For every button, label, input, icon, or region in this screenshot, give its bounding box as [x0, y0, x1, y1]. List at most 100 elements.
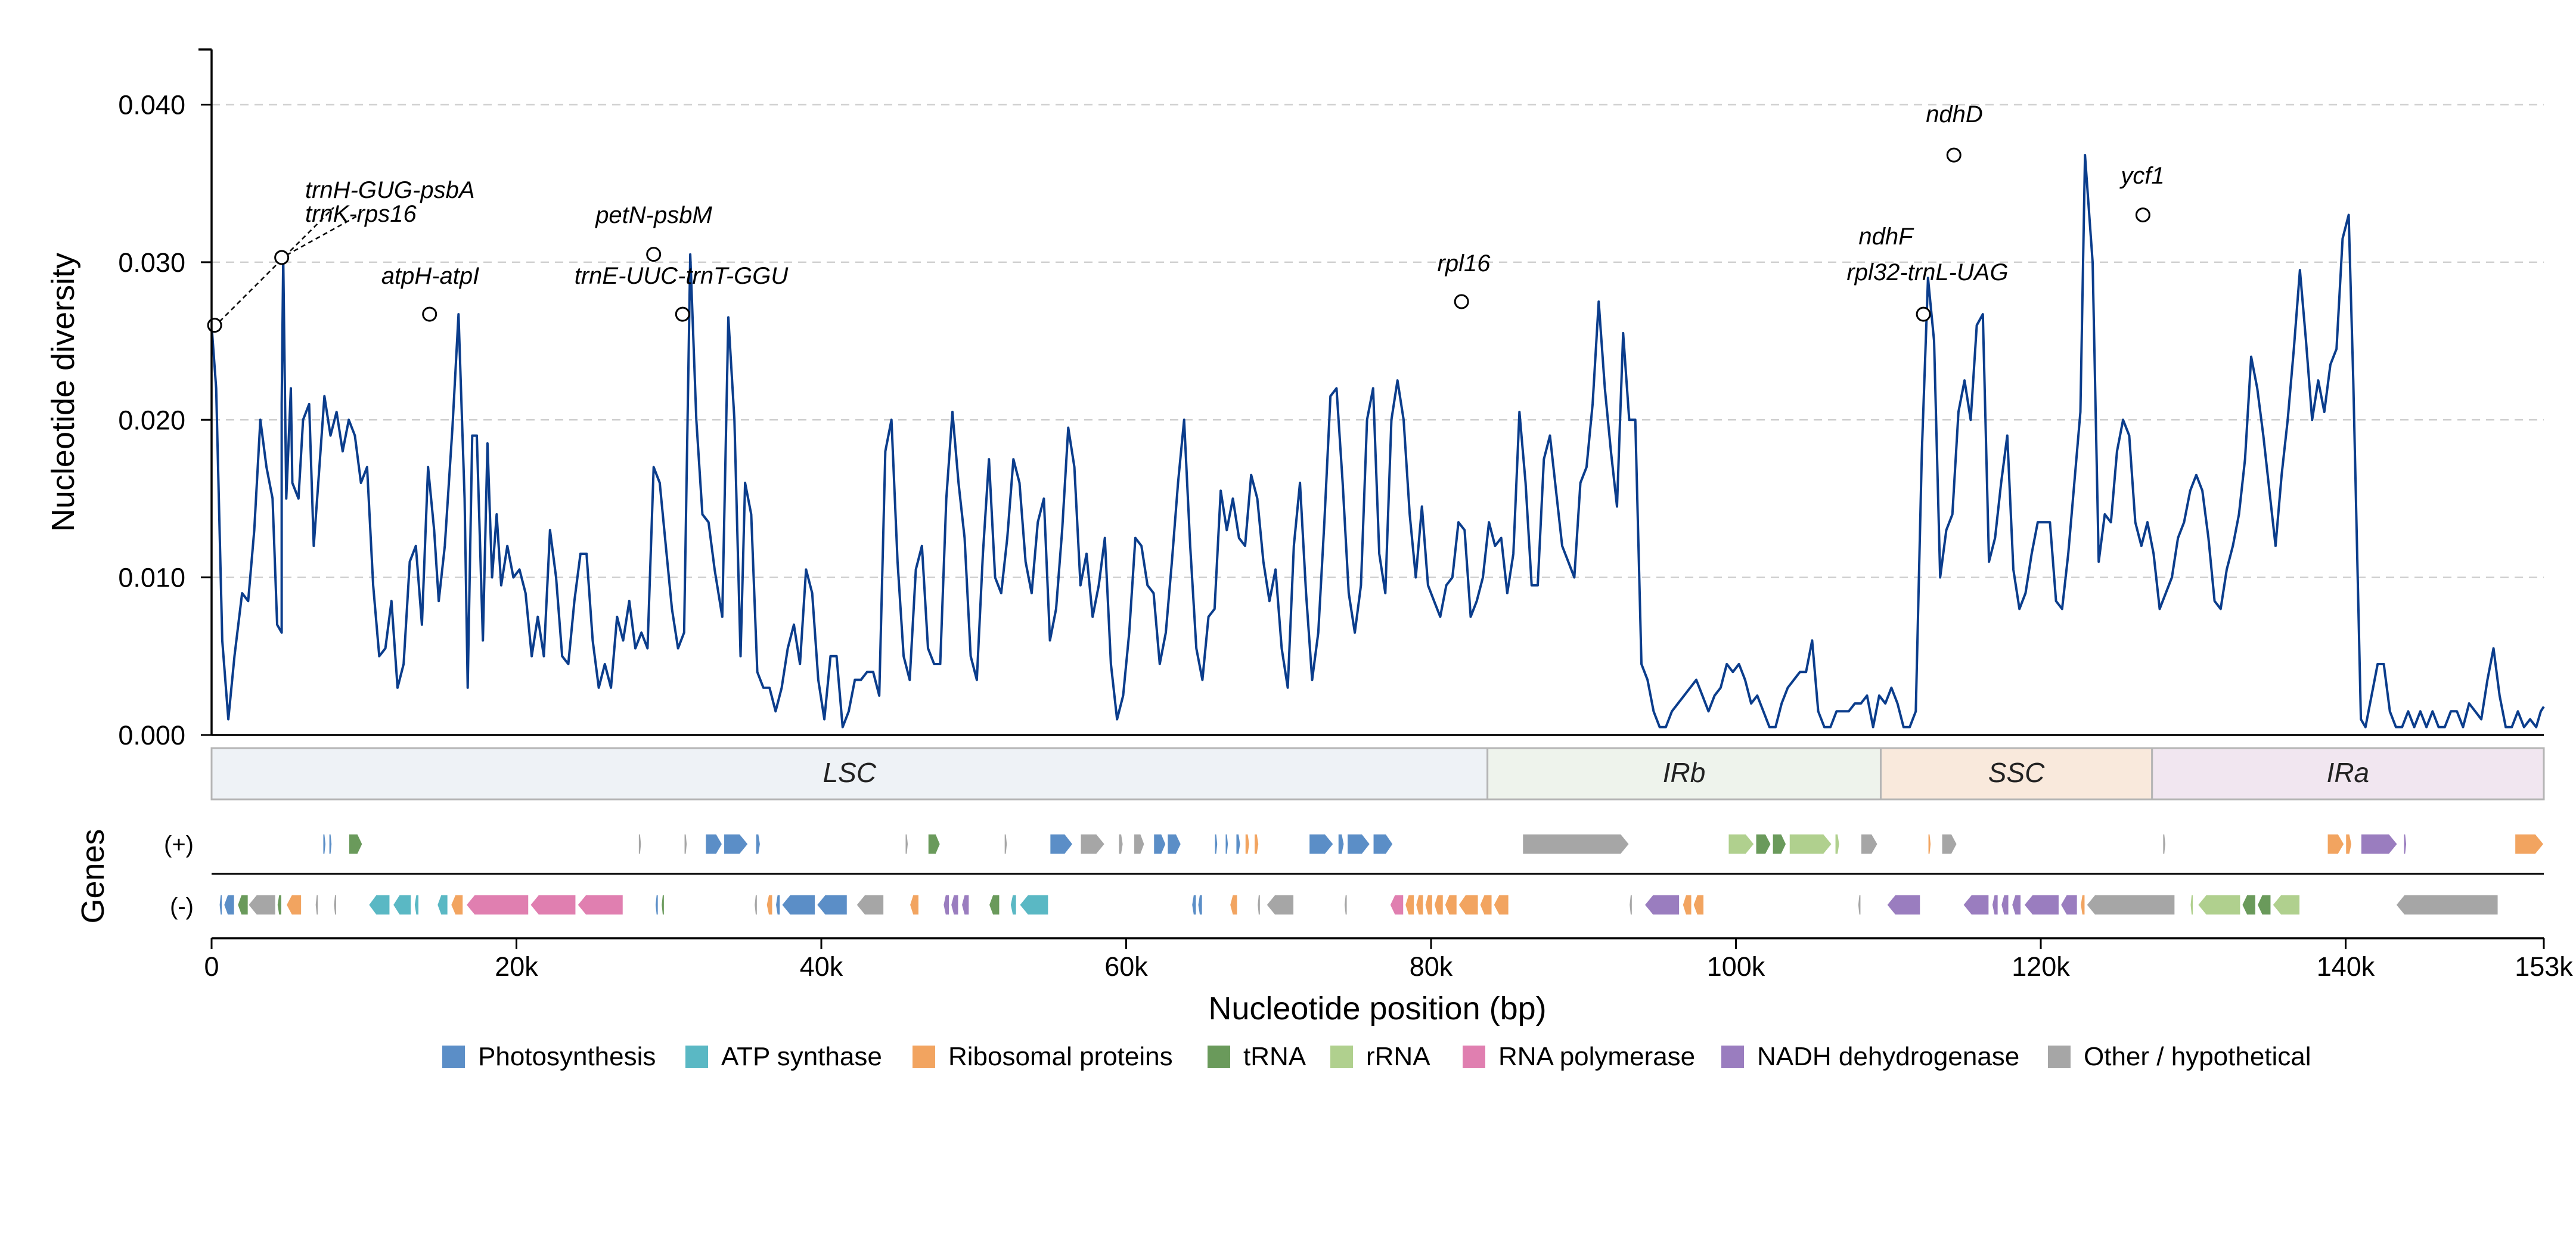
minus-gene-41: [1433, 894, 1444, 916]
leader-line-2: [286, 215, 358, 256]
legend-label-7: Other / hypothetical: [2084, 1042, 2311, 1071]
peak-marker-8: [2135, 207, 2150, 223]
minus-gene-16: [654, 894, 659, 916]
minus-gene-8: [368, 894, 390, 916]
minus-gene-13: [465, 894, 529, 916]
y-tick-label-4: 0.040: [118, 90, 185, 120]
x-tick-label-0: 0: [204, 951, 219, 982]
x-axis-title: Nucleotide position (bp): [1208, 991, 1546, 1026]
plus-gene-28: [1755, 833, 1772, 855]
minus-gene-62: [2241, 894, 2257, 916]
region-lsc: [210, 747, 1489, 801]
minus-gene-43: [1458, 894, 1479, 916]
peak-label-3-0: petN-psbM: [595, 202, 712, 228]
plus-gene-0: [322, 833, 327, 855]
gene-tracks: [212, 833, 2544, 916]
minus-gene-27: [961, 894, 970, 916]
grid-lines: [212, 104, 2544, 578]
y-axis-title: Nucleotide diversity: [45, 253, 81, 532]
minus-gene-1: [223, 894, 235, 916]
minus-gene-40: [1424, 894, 1433, 916]
minus-gene-24: [909, 894, 920, 916]
minus-gene-15: [576, 894, 624, 916]
minus-gene-48: [1682, 894, 1693, 916]
minus-gene-25: [942, 894, 950, 916]
legend-label-0: Photosynthesis: [478, 1042, 656, 1071]
minus-gene-35: [1265, 894, 1295, 916]
minus-gene-31: [1191, 894, 1197, 916]
minus-gene-17: [660, 894, 665, 916]
peak-marker-1: [274, 250, 290, 265]
x-tick-label-5: 100k: [1707, 951, 1765, 982]
genes-axis-title: Genes: [75, 829, 111, 923]
region-ira: [2151, 747, 2545, 801]
peak-label-5-0: rpl16: [1438, 250, 1491, 277]
diversity-line: [210, 154, 2545, 728]
minus-gene-10: [414, 894, 420, 916]
minus-gene-12: [450, 894, 464, 916]
legend: Photosynthesis ATP synthase Ribosomal prot…: [442, 1042, 2311, 1071]
plus-gene-9: [927, 833, 941, 855]
minus-gene-38: [1404, 894, 1415, 916]
plus-gene-8: [904, 833, 909, 855]
x-tick-label-6: 120k: [2012, 951, 2070, 982]
peak-marker-2: [422, 306, 437, 322]
plus-gene-2: [348, 833, 364, 855]
minus-gene-11: [436, 894, 449, 916]
minus-gene-60: [2189, 894, 2194, 916]
minus-gene-21: [781, 894, 816, 916]
plus-gene-29: [1772, 833, 1787, 855]
axes: 0.000 0.010 0.020 0.030 0.040: [118, 48, 2544, 750]
minus-gene-18: [753, 894, 758, 916]
legend-label-2: Ribosomal proteins: [948, 1042, 1173, 1071]
minus-gene-29: [1010, 894, 1017, 916]
region-label-irb: IRb: [1663, 757, 1706, 788]
legend-label-5: RNA polymerase: [1498, 1042, 1695, 1071]
legend-swatch-4: [1330, 1046, 1353, 1068]
legend-label-4: rRNA: [1366, 1042, 1430, 1071]
plus-gene-11: [1049, 833, 1073, 855]
minus-gene-20: [775, 894, 781, 916]
minus-gene-39: [1415, 894, 1424, 916]
minus-gene-32: [1197, 894, 1203, 916]
minus-gene-44: [1479, 894, 1493, 916]
minus-gene-37: [1389, 894, 1404, 916]
leader-line-1: [219, 207, 334, 322]
minus-gene-6: [315, 894, 319, 916]
plus-gene-32: [1860, 833, 1879, 855]
plus-gene-37: [2345, 833, 2352, 855]
peak-label-0-0: trnH-GUG-psbA: [305, 177, 475, 203]
plus-gene-7: [755, 833, 761, 855]
plus-gene-25: [1373, 833, 1394, 855]
minus-gene-22: [816, 894, 848, 916]
plus-gene-12: [1080, 833, 1106, 855]
minus-gene-50: [1857, 894, 1861, 916]
plus-gene-22: [1308, 833, 1334, 855]
minus-gene-4: [277, 894, 283, 916]
minus-gene-5: [285, 894, 302, 916]
y-tick-label-2: 0.020: [118, 405, 185, 435]
minus-gene-3: [247, 894, 277, 916]
x-tick-label-8: 153k: [2515, 951, 2573, 982]
legend-swatch-5: [1463, 1046, 1485, 1068]
strand-label-minus: (-): [170, 894, 194, 920]
minus-gene-63: [2257, 894, 2271, 916]
minus-gene-26: [950, 894, 959, 916]
plus-gene-14: [1133, 833, 1145, 855]
peak-marker-3: [646, 247, 662, 262]
minus-gene-54: [2000, 894, 2010, 916]
minus-gene-46: [1628, 894, 1633, 916]
peak-label-6-1: rpl32-trnL-UAG: [1846, 259, 2008, 286]
legend-label-1: ATP synthase: [721, 1042, 882, 1071]
peak-marker-5: [1454, 294, 1469, 309]
minus-gene-55: [2011, 894, 2022, 916]
peak-label-8-0: ycf1: [2119, 163, 2164, 189]
peak-label-0-1: trnK-rps16: [305, 201, 417, 227]
minus-gene-23: [855, 894, 884, 916]
minus-gene-0: [219, 894, 223, 916]
plus-gene-27: [1727, 833, 1755, 855]
plus-gene-40: [2514, 833, 2544, 855]
minus-gene-7: [333, 894, 337, 916]
minus-gene-28: [988, 894, 1000, 916]
